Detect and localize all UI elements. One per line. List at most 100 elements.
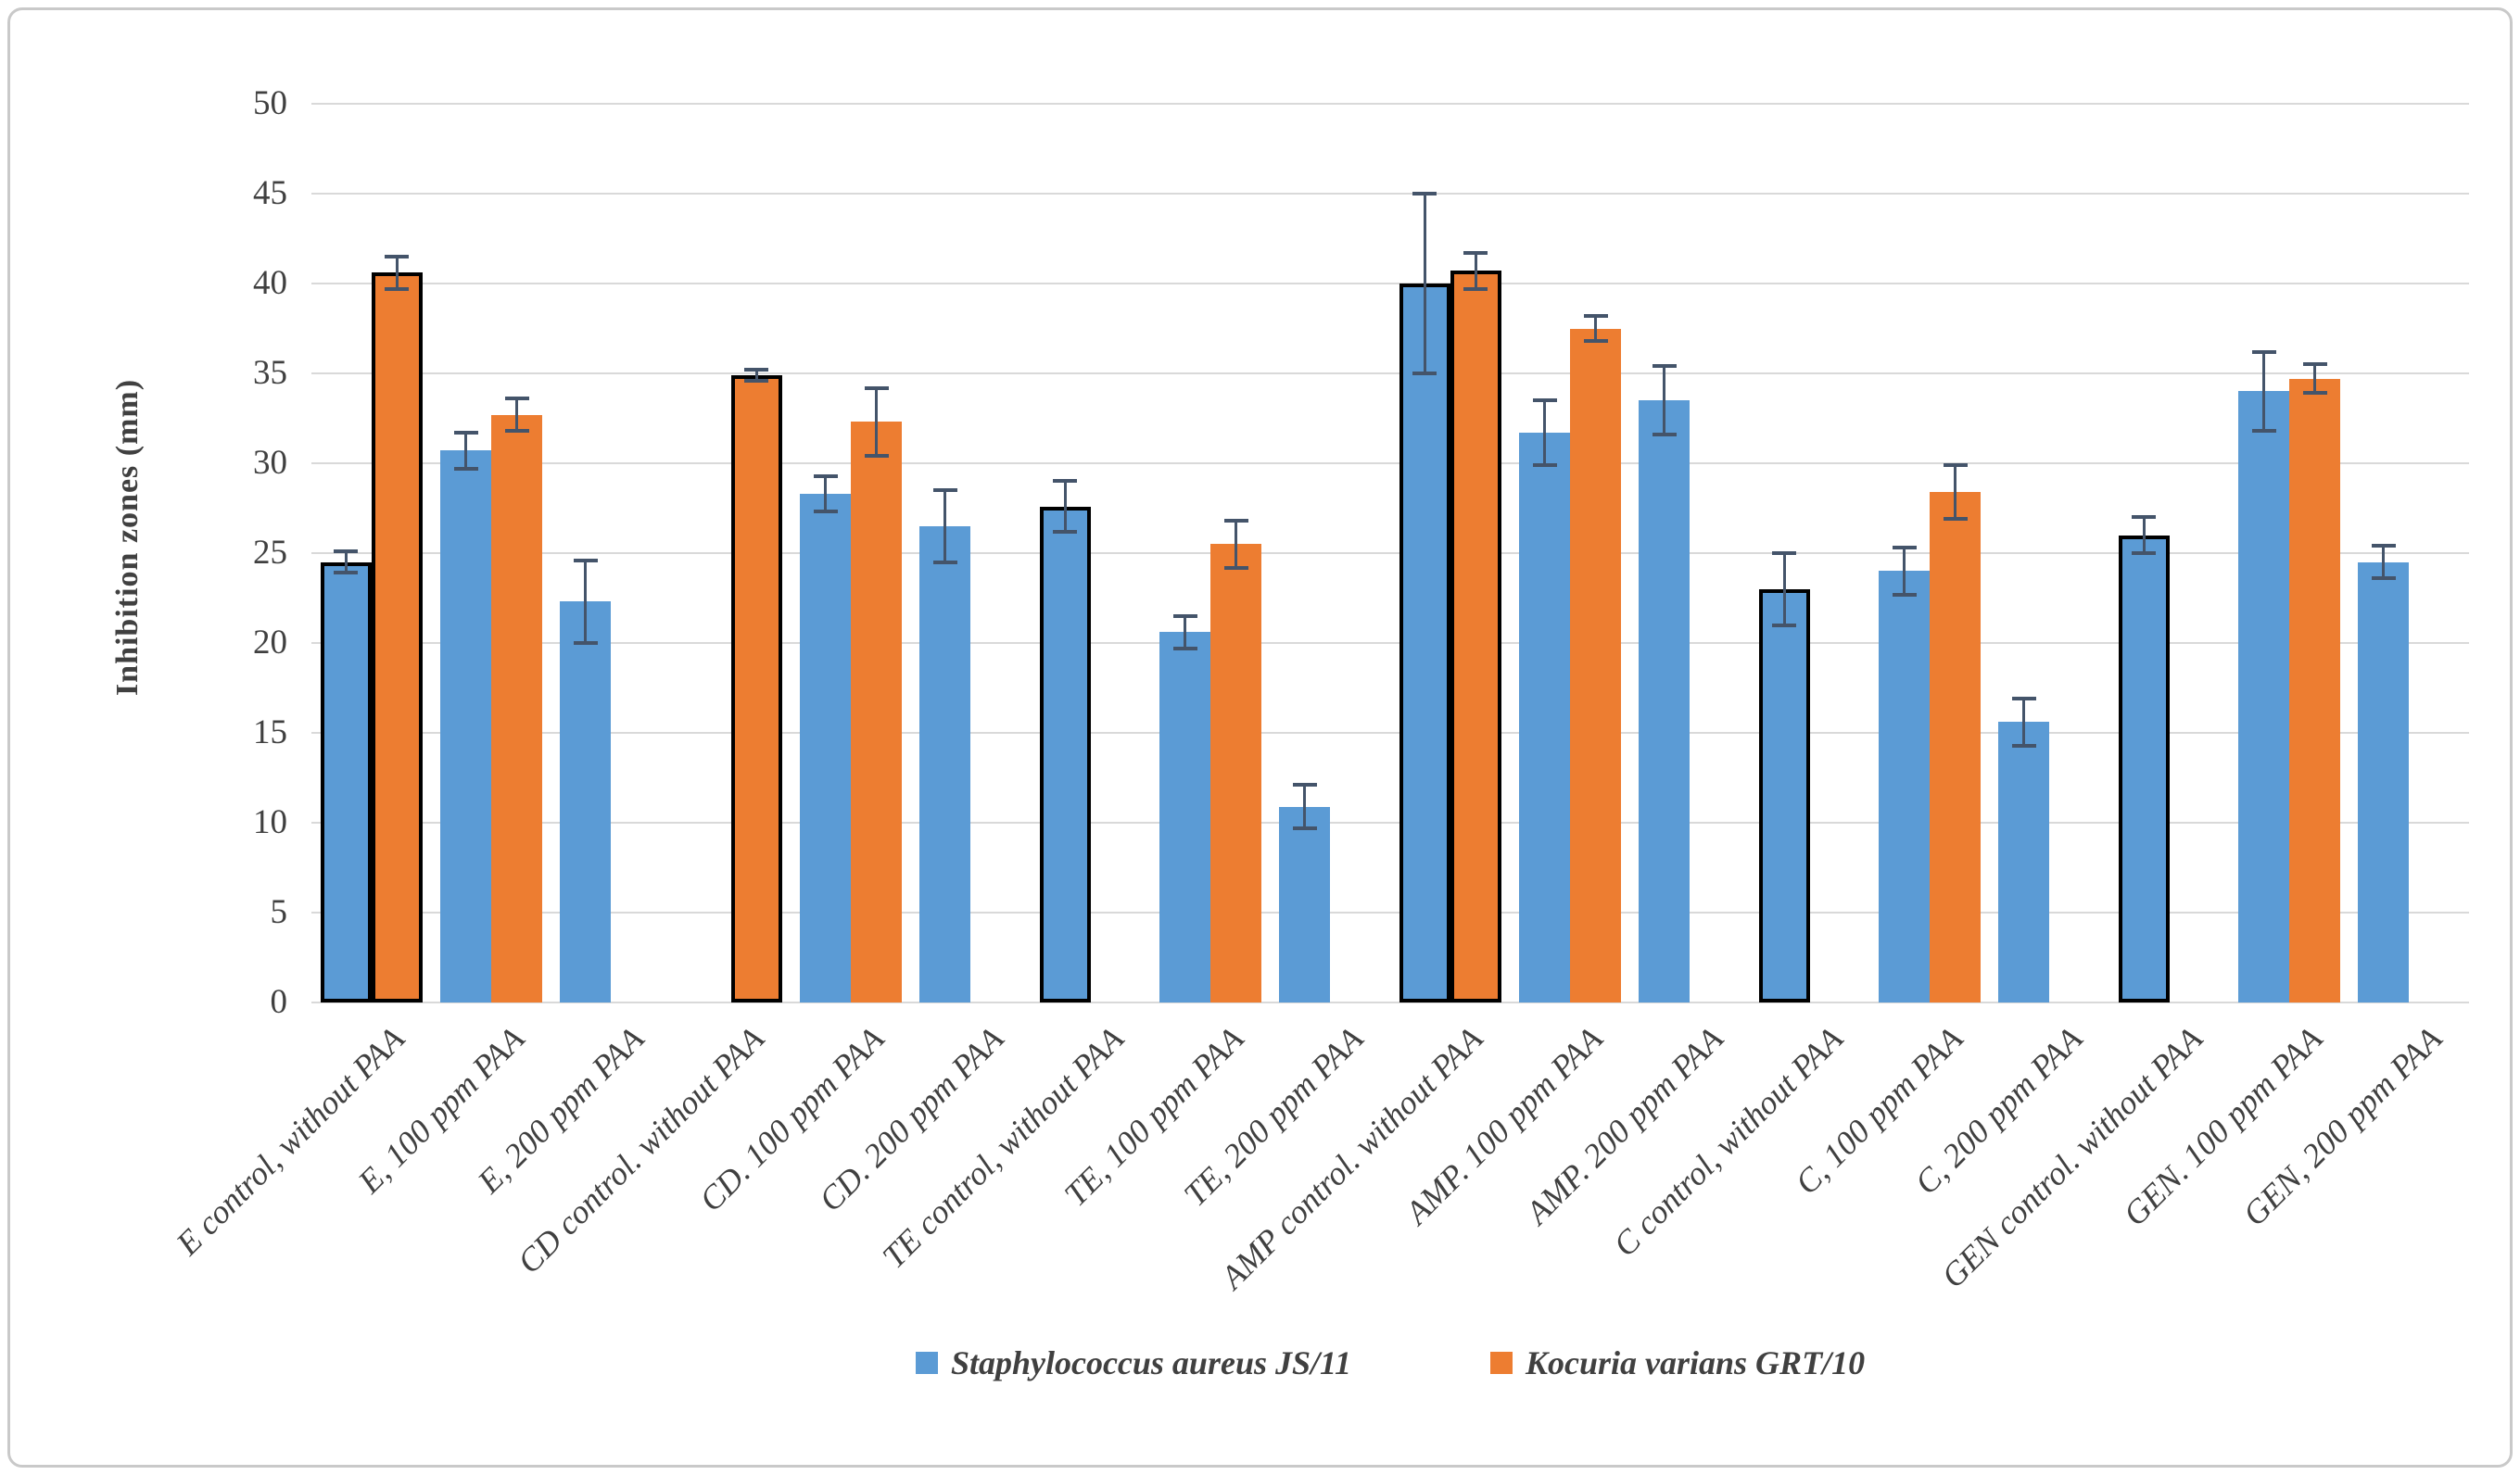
error-bar-cap [504,429,529,434]
error-bar-cap [1223,565,1248,570]
error-bar-series1-cat11 [1543,400,1546,465]
error-bar-cap [1223,519,1248,523]
error-bar-cap [864,385,889,390]
error-bar-cap [1652,432,1677,436]
error-bar-cap [1943,462,1968,467]
bar-series1-cat17 [2238,391,2289,1002]
bar-series1-cat2 [440,450,491,1002]
bar-series2-cat8 [1210,544,1261,1002]
gridline-50 [311,103,2469,105]
error-bar-cap [1172,613,1197,618]
bar-series2-cat4 [730,374,782,1002]
y-tick-label-10: 10 [253,803,287,841]
error-bar-series2-cat1 [395,256,399,289]
error-bar-cap [744,368,769,372]
bar-series1-cat14 [1879,571,1930,1002]
error-bar-series1-cat10 [1423,194,1426,373]
error-bar-cap [385,286,410,291]
error-bar-cap [1172,646,1197,650]
bar-series1-cat9 [1279,806,1331,1002]
gridline-25 [311,552,2469,554]
legend-swatch-icon [1490,1352,1513,1374]
bar-series1-cat5 [800,493,851,1002]
error-bar-series1-cat17 [2262,351,2265,432]
error-bar-cap [1412,372,1437,375]
bar-series1-cat13 [1758,588,1810,1002]
error-bar-cap [453,431,478,435]
y-tick-label-15: 15 [253,713,287,751]
bar-series1-cat16 [2118,535,2170,1002]
error-bar-cap [2302,362,2327,367]
error-bar-cap [1053,529,1078,534]
error-bar-series2-cat8 [1235,521,1237,568]
error-bar-cap [1532,462,1557,467]
error-bar-series1-cat7 [1063,481,1067,532]
bar-series2-cat5 [851,422,902,1002]
error-bar-cap [1943,517,1968,522]
bar-series2-cat10 [1450,271,1501,1002]
error-bar-series2-cat2 [515,398,518,432]
bar-series1-cat12 [1639,400,1691,1002]
legend-label: Kocuria varians GRT/10 [1526,1344,1866,1381]
error-bar-cap [1463,286,1488,291]
bar-series2-cat1 [371,272,423,1002]
error-bar-cap [932,560,957,564]
error-bar-cap [932,488,957,493]
error-bar-cap [573,558,598,562]
legend-swatch-icon [915,1352,938,1374]
error-bar-cap [2302,391,2327,396]
x-category-label-1: E control, without PAA [169,1019,412,1263]
error-bar-series1-cat2 [464,433,467,469]
error-bar-series2-cat14 [1954,464,1956,520]
gridline-20 [311,642,2469,644]
y-tick-label-45: 45 [253,174,287,212]
x-category-label-17: GEN. 100 ppm PAA [2115,1019,2329,1233]
error-bar-cap [2132,515,2157,520]
error-bar-series1-cat8 [1184,615,1186,649]
error-bar-series1-cat1 [344,551,348,574]
error-bar-cap [334,571,359,575]
bar-series2-cat14 [1930,492,1981,1002]
error-bar-cap [744,378,769,383]
legend: Staphylococcus aureus JS/11 Kocuria varia… [311,1343,2469,1382]
error-bar-cap [864,454,889,459]
error-bar-series1-cat16 [2142,517,2146,553]
error-bar-cap [1583,313,1608,318]
error-bar-cap [813,510,838,514]
error-bar-cap [2011,697,2036,701]
y-tick-label-20: 20 [253,624,287,662]
error-bar-cap [1532,398,1557,403]
bar-series1-cat18 [2358,561,2410,1002]
x-category-label-13: C control, without PAA [1605,1019,1850,1264]
error-bar-series1-cat5 [824,475,827,512]
error-bar-series1-cat18 [2382,546,2386,579]
bar-series1-cat11 [1519,433,1570,1002]
error-bar-series2-cat5 [875,387,878,457]
legend-label: Staphylococcus aureus JS/11 [950,1344,1352,1381]
bar-series2-cat11 [1570,328,1621,1002]
error-bar-cap [1412,192,1437,195]
error-bar-cap [2251,349,2276,354]
y-tick-label-0: 0 [270,983,288,1021]
bar-series1-cat8 [1159,632,1210,1002]
y-tick-label-25: 25 [253,534,287,572]
error-bar-cap [1292,826,1317,830]
error-bar-series1-cat13 [1782,553,1786,625]
error-bar-cap [2132,551,2157,555]
bar-series2-cat2 [491,414,542,1002]
gridline-10 [311,822,2469,824]
error-bar-cap [1292,783,1317,788]
error-bar-series2-cat4 [754,370,758,381]
bar-series1-cat3 [560,601,612,1002]
gridline-30 [311,462,2469,464]
error-bar-series2-cat10 [1474,253,1477,289]
y-tick-label-30: 30 [253,444,287,482]
bar-series1-cat7 [1039,506,1091,1002]
error-bar-cap [2251,429,2276,434]
error-bar-cap [504,397,529,401]
error-bar-series1-cat9 [1303,785,1307,828]
error-bar-cap [1053,479,1078,484]
error-bar-cap [1583,339,1608,344]
